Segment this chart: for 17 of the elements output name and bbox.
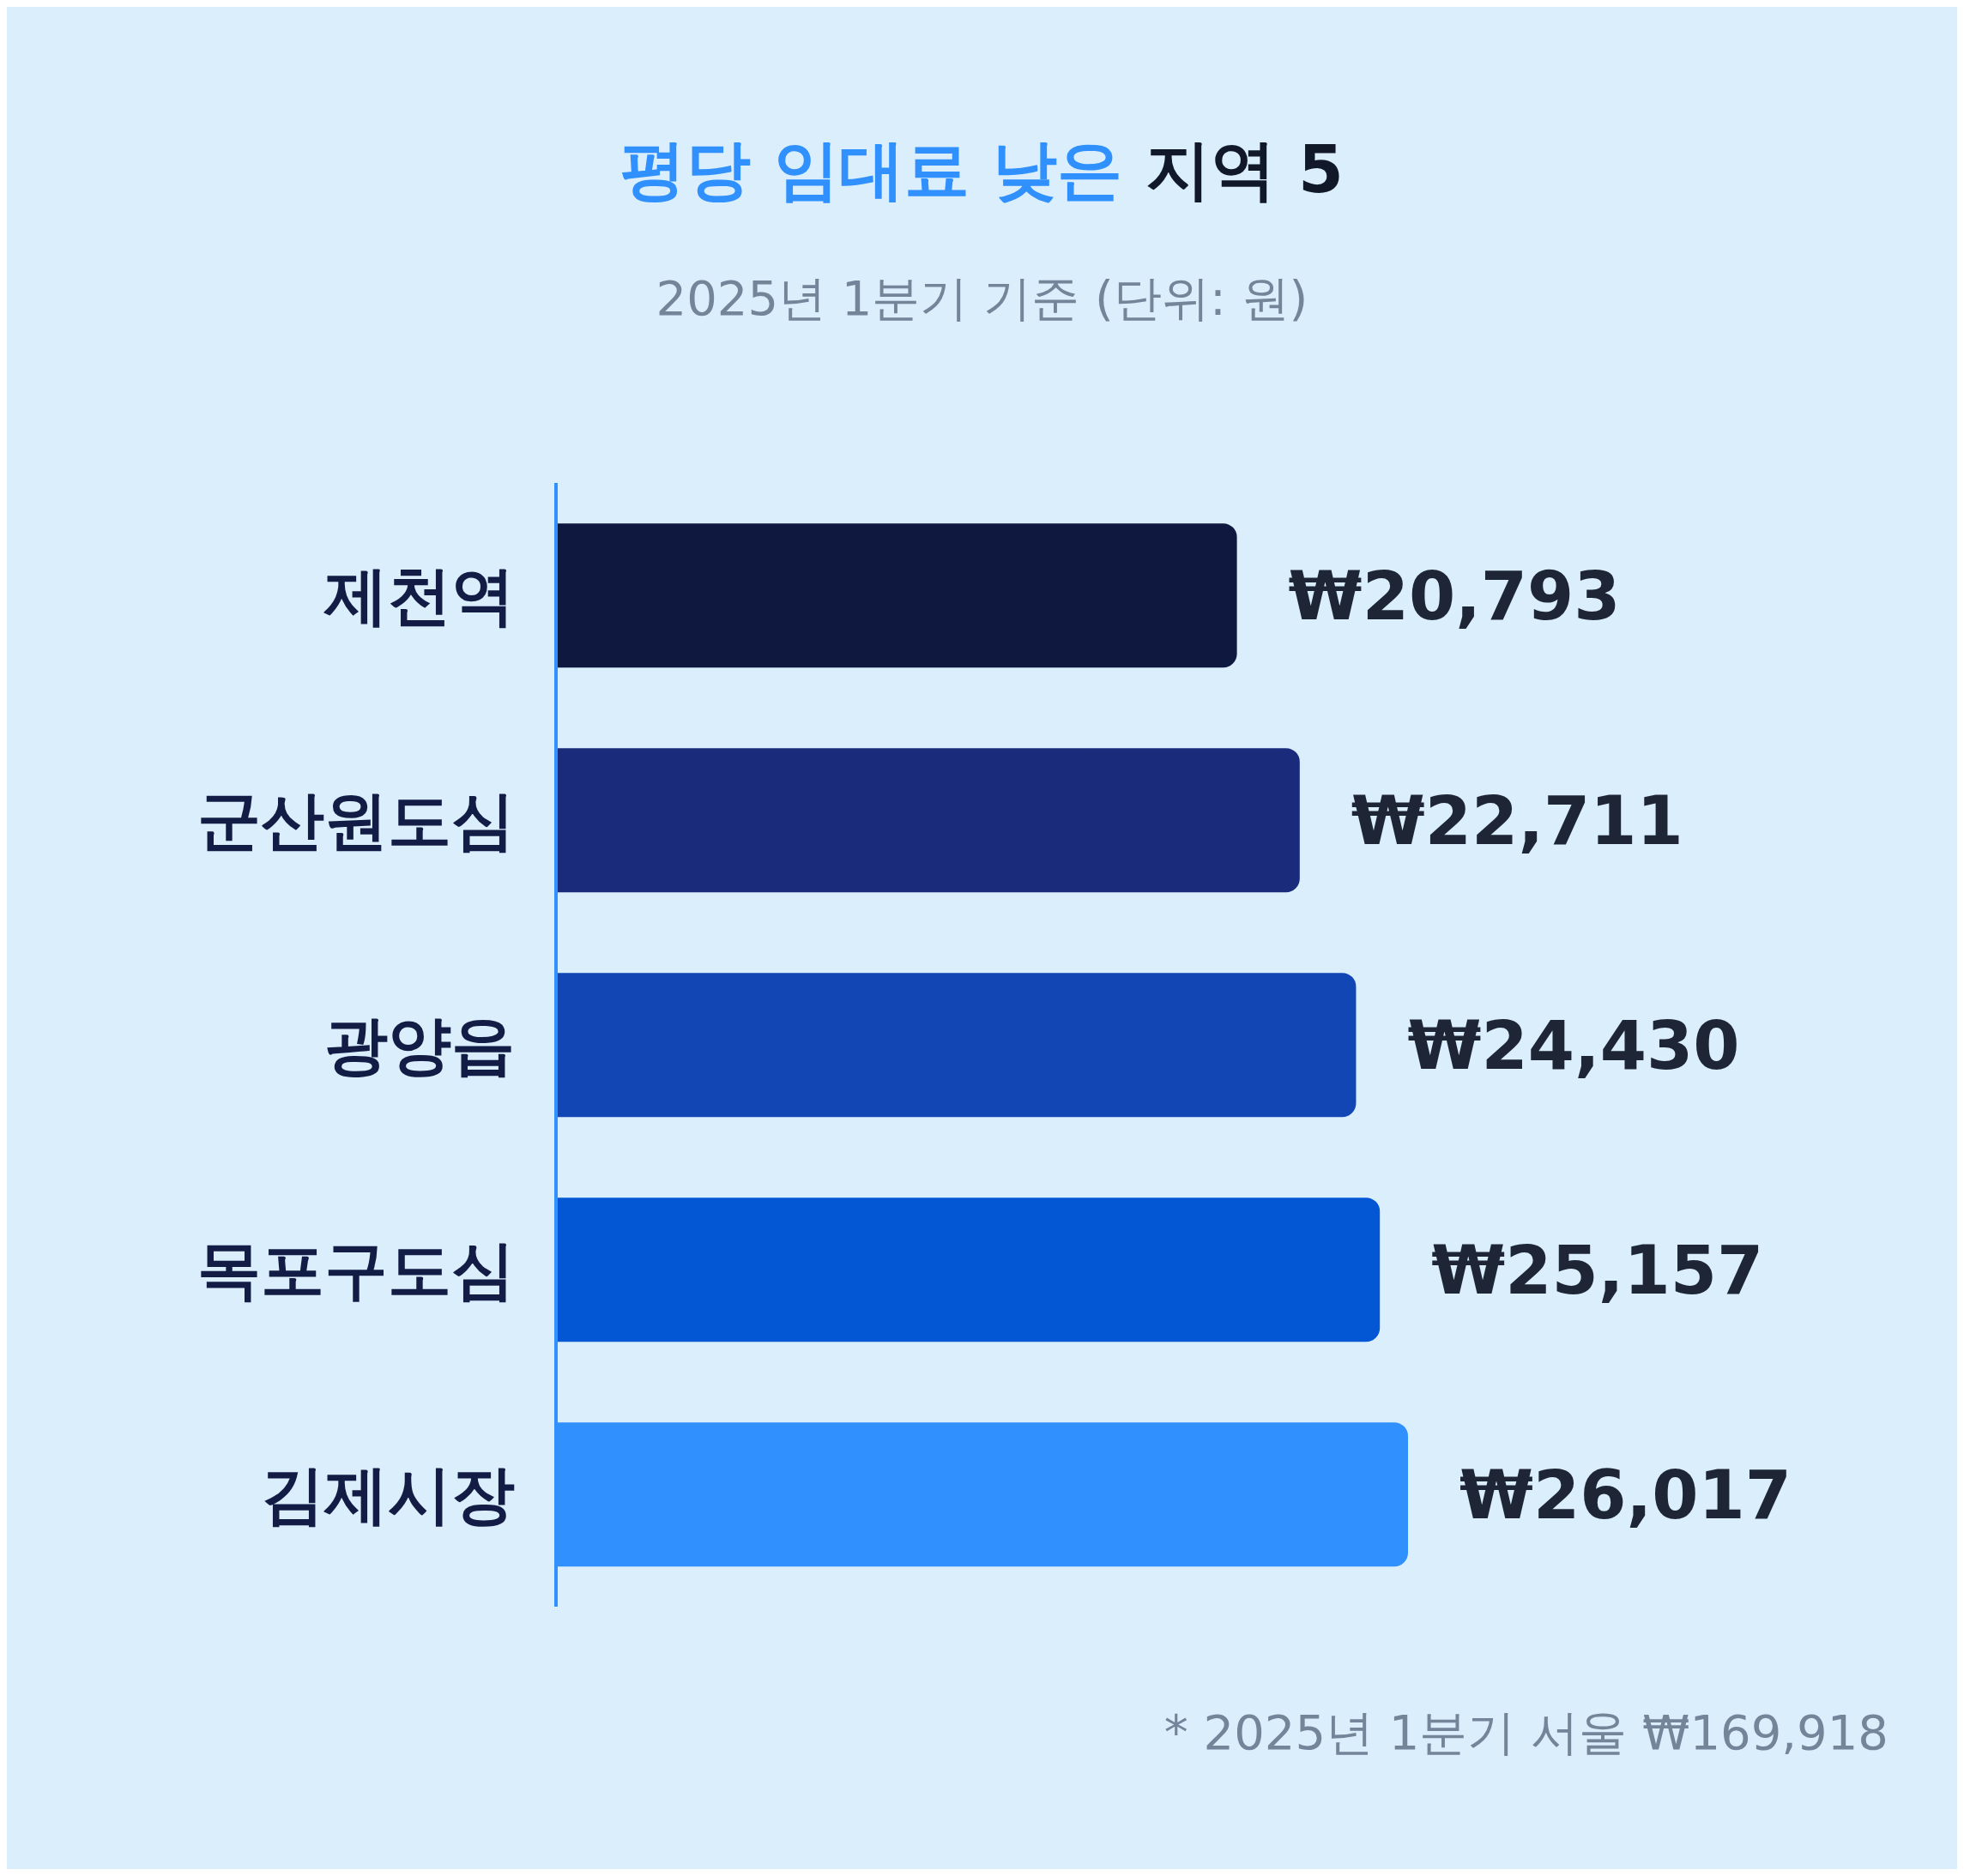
bar — [556, 748, 1300, 893]
chart-subtitle: 2025년 1분기 기준 (단위: 원) — [655, 269, 1309, 328]
bar — [556, 523, 1237, 668]
y-tick-label: 목포구도심 — [197, 1233, 515, 1307]
data-label: ₩22,711 — [1351, 781, 1683, 860]
y-tick-label: 군산원도심 — [197, 783, 515, 858]
y-tick-label: 김제시장 — [261, 1457, 515, 1532]
chart-title: 평당 임대료 낮은 지역 5 — [620, 131, 1344, 208]
text: * 2025년 1분기 서울 ₩169,918 — [1163, 1704, 1888, 1762]
data-label: ₩20,793 — [1288, 557, 1621, 635]
bar — [556, 973, 1357, 1118]
data-label: ₩24,430 — [1407, 1006, 1740, 1084]
data-label: ₩26,017 — [1459, 1456, 1792, 1534]
data-label: ₩25,157 — [1431, 1231, 1764, 1309]
y-tick-label: 제천역 — [323, 558, 515, 633]
bar — [556, 1197, 1381, 1342]
y-tick-label: 광양읍 — [324, 1008, 515, 1083]
